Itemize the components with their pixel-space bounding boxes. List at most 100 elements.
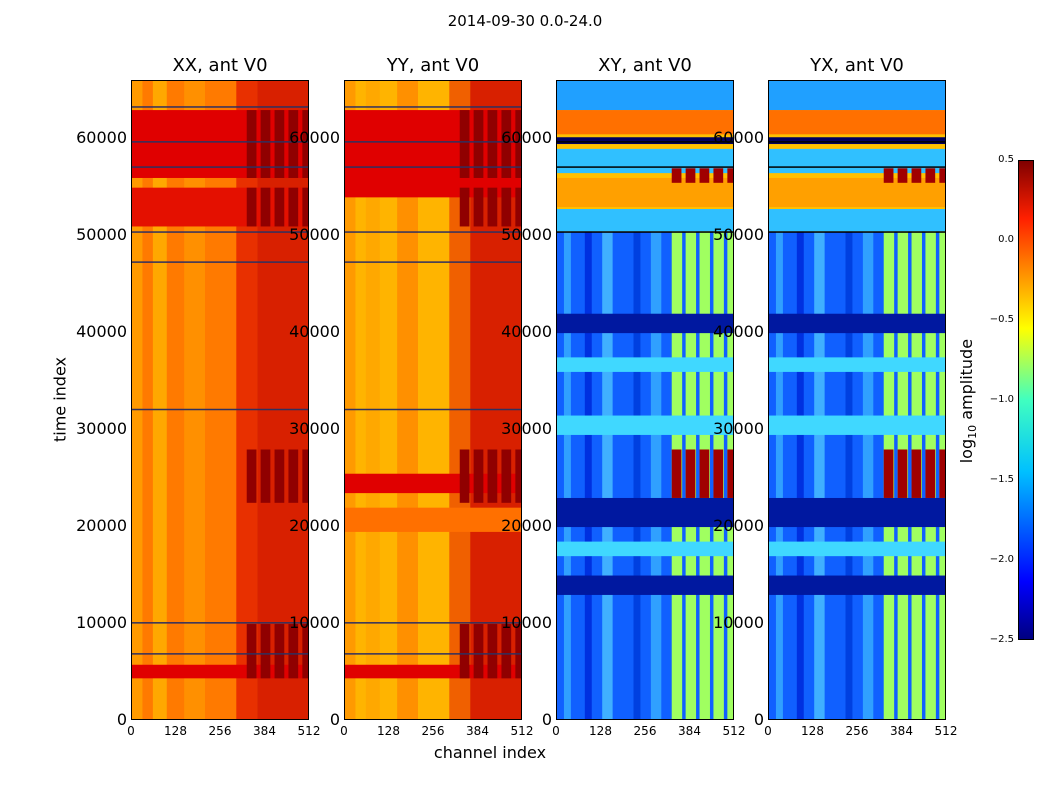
colorbar	[1018, 160, 1034, 640]
heatmap-band	[862, 81, 874, 719]
heatmap-line	[557, 166, 733, 168]
heatmap-column	[699, 81, 710, 719]
y-tick-label: 50000	[501, 225, 552, 245]
x-tick-label: 384	[466, 724, 489, 738]
x-tick-label: 256	[208, 724, 232, 738]
y-tick-label: 0	[753, 710, 764, 729]
heatmap-xx	[132, 81, 308, 719]
heatmap-block	[685, 449, 696, 498]
heatmap-band	[557, 415, 733, 435]
heatmap-band	[633, 81, 641, 719]
heatmap-line	[769, 231, 945, 233]
heatmap-block	[501, 449, 512, 503]
heatmap-line	[345, 166, 521, 168]
heatmap-block	[260, 449, 271, 503]
heatmap-block	[487, 624, 498, 679]
heatmap-band	[796, 81, 804, 719]
heatmap-band	[557, 575, 733, 595]
y-tick-label: 40000	[289, 322, 340, 342]
heatmap-band	[397, 81, 419, 719]
heatmap-panel-yy	[344, 80, 522, 720]
heatmap-block	[274, 110, 285, 178]
heatmap-band	[365, 81, 380, 719]
heatmap-band	[236, 81, 258, 719]
x-axis-label: channel index	[433, 743, 547, 762]
heatmap-line	[345, 231, 521, 233]
heatmap-band	[557, 497, 733, 528]
colorbar-tick-label: −1.5	[989, 474, 1014, 485]
y-tick-label: 30000	[501, 419, 552, 439]
heatmap-block	[487, 110, 498, 178]
y-tick-label: 10000	[713, 613, 764, 633]
heatmap-band	[345, 81, 356, 719]
heatmap-panel-xx	[131, 80, 309, 720]
x-tick-label: 128	[377, 724, 400, 738]
heatmap-band	[769, 497, 945, 528]
heatmap-panel-xy	[556, 80, 734, 720]
x-tick-label: 128	[801, 724, 824, 738]
heatmap-band	[557, 541, 733, 557]
heatmap-block	[883, 168, 894, 183]
heatmap-band	[584, 81, 592, 719]
colorbar-gradient	[1019, 161, 1033, 639]
heatmap-column	[911, 81, 922, 719]
heatmap-band	[769, 81, 945, 111]
heatmap-column	[671, 81, 683, 719]
y-tick-label: 50000	[289, 225, 340, 245]
x-tick-label: 512	[934, 724, 958, 738]
colorbar-tick-label: 0.0	[998, 234, 1014, 245]
heatmap-block	[473, 449, 484, 503]
heatmap-column	[925, 81, 936, 719]
heatmap-block	[459, 624, 470, 679]
x-tick-label: 128	[164, 724, 187, 738]
heatmap-block	[713, 449, 724, 498]
heatmap-block	[515, 110, 521, 178]
heatmap-column	[685, 81, 697, 719]
heatmap-block	[473, 624, 484, 679]
heatmap-yx	[769, 81, 945, 719]
heatmap-band	[769, 575, 945, 595]
heatmap-block	[897, 168, 908, 183]
heatmap-line	[132, 622, 308, 624]
heatmap-line	[132, 261, 308, 263]
heatmap-block	[246, 187, 257, 227]
heatmap-band	[845, 81, 853, 719]
heatmap-line	[132, 141, 308, 143]
heatmap-line	[345, 653, 521, 655]
heatmap-block	[459, 449, 470, 503]
y-tick-label: 60000	[289, 128, 340, 148]
panel-title-yy: YY, ant V0	[386, 55, 480, 76]
x-tick-label: 0	[764, 724, 772, 738]
heatmap-block	[274, 449, 285, 503]
x-tick-label: 256	[421, 724, 445, 738]
y-tick-label: 20000	[501, 516, 552, 536]
heatmap-block	[501, 187, 512, 227]
heatmap-band	[557, 209, 733, 232]
heatmap-block	[473, 187, 484, 227]
heatmap-block	[302, 624, 308, 679]
y-tick-label: 40000	[76, 322, 127, 342]
heatmap-band	[769, 209, 945, 232]
heatmap-block	[897, 449, 908, 498]
heatmap-line	[132, 231, 308, 233]
heatmap-line	[345, 261, 521, 263]
heatmap-block	[260, 187, 271, 227]
x-tick-label: 128	[589, 724, 612, 738]
heatmap-block	[727, 168, 733, 183]
x-tick-label: 384	[890, 724, 913, 738]
heatmap-band	[814, 81, 825, 719]
panel-title-xx: XX, ant V0	[172, 55, 268, 76]
heatmap-block	[302, 449, 308, 503]
heatmap-xy	[557, 81, 733, 719]
heatmap-band	[557, 137, 733, 145]
heatmap-band	[557, 357, 733, 372]
heatmap-block	[288, 449, 299, 503]
y-tick-label: 40000	[713, 322, 764, 342]
heatmap-panel-yx	[768, 80, 946, 720]
heatmap-block	[246, 110, 257, 178]
heatmap-band	[602, 81, 613, 719]
heatmap-block	[473, 110, 484, 178]
heatmap-block	[685, 168, 696, 183]
heatmap-block	[302, 110, 308, 178]
heatmap-block	[699, 168, 710, 183]
